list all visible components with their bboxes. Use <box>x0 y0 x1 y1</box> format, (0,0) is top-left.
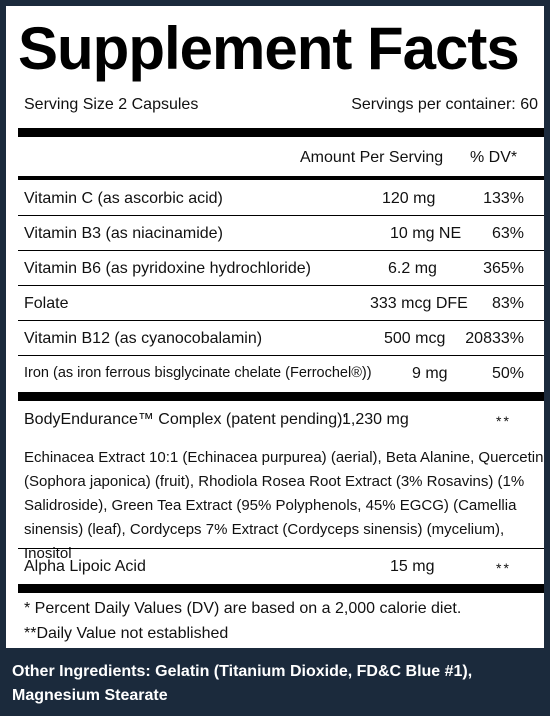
other-ingredients: Other Ingredients: Gelatin (Titanium Dio… <box>12 663 473 704</box>
nutrient-row: Vitamin B6 (as pyridoxine hydrochloride)… <box>18 252 544 286</box>
dv-footnote: * Percent Daily Values (DV) are based on… <box>24 600 462 617</box>
nutrient-dv: 20833% <box>465 330 524 347</box>
divider-thick <box>18 392 544 401</box>
alpha-lipoic-dv: ** <box>496 560 511 576</box>
divider-thick <box>18 128 544 137</box>
nutrient-dv: 83% <box>491 295 524 312</box>
page-title: Supplement Facts <box>18 15 520 82</box>
row-divider <box>18 285 544 286</box>
supplement-facts-panel: Supplement Facts Serving Size 2 Capsules… <box>6 6 544 648</box>
nutrient-dv: 133% <box>483 190 524 207</box>
nutrient-amount: 6.2 mg <box>388 260 437 277</box>
divider-header <box>18 176 544 180</box>
complex-amount: 1,230 mg <box>342 411 409 428</box>
row-divider <box>18 215 544 216</box>
complex-dv: ** <box>496 413 511 429</box>
nutrient-name: Folate <box>24 295 69 312</box>
not-established-footnote: **Daily Value not established <box>24 625 229 642</box>
complex-description: Echinacea Extract 10:1 (Echinacea purpur… <box>24 449 544 562</box>
nutrient-name: Vitamin B3 (as niacinamide) <box>24 225 223 242</box>
nutrient-name: Iron (as iron ferrous bisglycinate chela… <box>24 365 372 381</box>
row-divider <box>18 355 544 356</box>
nutrient-amount: 10 mg NE <box>390 225 462 242</box>
nutrient-amount: 500 mcg <box>384 330 446 347</box>
nutrient-row: Iron (as iron ferrous bisglycinate chela… <box>18 357 544 391</box>
row-divider <box>18 548 544 549</box>
servings-per-container: Servings per container: 60 <box>351 96 538 113</box>
serving-info: Serving Size 2 Capsules Servings per con… <box>24 96 538 114</box>
nutrient-name: Vitamin C (as ascorbic acid) <box>24 190 223 207</box>
nutrient-name: Vitamin B12 (as cyanocobalamin) <box>24 330 263 347</box>
nutrient-row: Vitamin B12 (as cyanocobalamin) 500 mcg … <box>18 322 544 356</box>
nutrient-row: Vitamin B3 (as niacinamide) 10 mg NE 63% <box>18 217 544 251</box>
nutrient-amount: 9 mg <box>412 365 448 382</box>
alpha-lipoic-amount: 15 mg <box>390 558 435 575</box>
row-divider <box>18 250 544 251</box>
nutrient-row: Vitamin C (as ascorbic acid) 120 mg 133% <box>18 182 544 216</box>
divider-thick <box>18 584 544 593</box>
nutrient-dv: 50% <box>491 365 524 382</box>
header-dv: % DV* <box>470 149 518 166</box>
alpha-lipoic-name: Alpha Lipoic Acid <box>24 558 146 575</box>
nutrient-name: Vitamin B6 (as pyridoxine hydrochloride) <box>24 260 311 277</box>
nutrient-amount: 333 mcg DFE <box>370 295 468 312</box>
nutrient-dv: 63% <box>491 225 524 242</box>
complex-name: BodyEndurance™ Complex (patent pending): <box>24 411 347 428</box>
row-divider <box>18 320 544 321</box>
header-amount: Amount Per Serving <box>300 149 444 166</box>
serving-size: Serving Size 2 Capsules <box>24 96 199 113</box>
nutrient-amount: 120 mg <box>382 190 436 207</box>
nutrient-row: Folate 333 mcg DFE 83% <box>18 287 544 321</box>
nutrient-dv: 365% <box>483 260 524 277</box>
